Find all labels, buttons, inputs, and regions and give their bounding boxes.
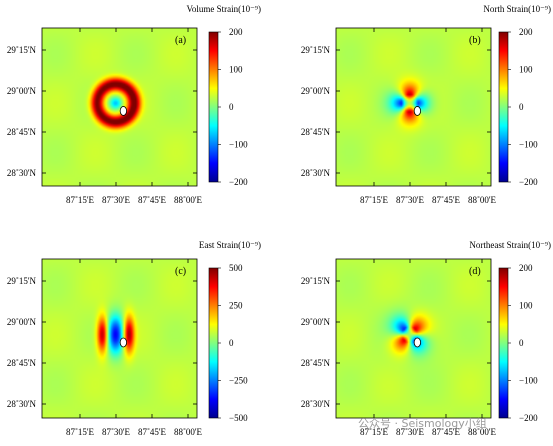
epicenter-marker [413, 337, 421, 348]
strain-panel-north: North Strain(10⁻⁹) (b) 29˚15'N 29˚00'N 28˚45… [301, 4, 551, 205]
colorbar-tick-label: 0 [519, 338, 524, 348]
x-tick-label: 87˚15'E [66, 427, 95, 437]
panel-title: Volume Strain(10⁻⁹) [187, 4, 261, 14]
strain-panel-volume: Volume Strain(10⁻⁹) (a) 29˚15'N 29˚00'N 28˚4… [7, 4, 261, 205]
x-tick-label: 88˚00'E [174, 427, 203, 437]
x-tick-label: 87˚45'E [432, 427, 461, 437]
map-frame [335, 27, 492, 187]
strain-panel-northeast: Northeast Strain(10⁻⁹) (d) 29˚15'N 29˚00'N 2… [301, 240, 551, 437]
y-tick-label: 28˚30'N [301, 399, 331, 409]
colorbar-tick-label: −200 [519, 413, 538, 423]
colorbar-tick-label: −250 [229, 376, 248, 386]
y-tick-label: 28˚45'N [7, 358, 37, 368]
panel-title: East Strain(10⁻⁹) [199, 240, 261, 250]
panel-label: (b) [469, 35, 481, 46]
x-tick-label: 88˚00'E [174, 195, 203, 205]
epicenter-marker [119, 106, 127, 116]
x-tick-label: 88˚00'E [468, 427, 497, 437]
colorbar-tick-label: 200 [519, 263, 533, 273]
colorbar-tick-label: −100 [519, 140, 538, 150]
map-frame [335, 258, 492, 419]
x-tick-label: 87˚15'E [360, 427, 389, 437]
y-tick-label: 28˚30'N [301, 168, 331, 178]
colorbar [208, 267, 219, 419]
y-tick-label: 28˚45'N [301, 358, 331, 368]
heatmap-volume [42, 28, 197, 186]
y-tick-label: 28˚30'N [7, 168, 37, 178]
watermark: 公众号 · Seismology小组 [358, 416, 487, 430]
y-tick-label: 28˚45'N [7, 127, 37, 137]
x-tick-label: 88˚00'E [468, 195, 497, 205]
colorbar [498, 31, 509, 183]
x-tick-label: 87˚45'E [138, 195, 167, 205]
y-tick-label: 29˚00'N [301, 86, 331, 96]
map-frame [41, 27, 198, 187]
panel-label: (a) [175, 35, 186, 46]
strain-panel-east: East Strain(10⁻⁹) (c) 29˚15'N 29˚00'N 28˚45'… [7, 240, 261, 437]
x-tick-label: 87˚30'E [396, 427, 425, 437]
y-tick-label: 29˚00'N [7, 317, 37, 327]
colorbar-tick-label: 500 [229, 263, 243, 273]
colorbar-tick-label: −100 [229, 140, 248, 150]
x-tick-label: 87˚45'E [138, 427, 167, 437]
epicenter-marker [413, 106, 421, 116]
colorbar-tick-label: 200 [519, 27, 533, 37]
y-tick-label: 29˚15'N [7, 276, 37, 286]
heatmap-northeast [336, 259, 491, 418]
colorbar-tick-label: 0 [519, 102, 524, 112]
colorbar-tick-label: −200 [519, 177, 538, 187]
colorbar-tick-label: 0 [229, 338, 234, 348]
x-tick-label: 87˚45'E [432, 195, 461, 205]
colorbar-tick-label: −200 [229, 177, 248, 187]
epicenter-marker [119, 337, 127, 348]
colorbar-tick-label: 100 [229, 65, 243, 75]
x-tick-label: 87˚15'E [66, 195, 95, 205]
colorbar [498, 267, 509, 419]
y-tick-label: 29˚00'N [7, 86, 37, 96]
y-tick-label: 28˚45'N [301, 127, 331, 137]
colorbar-tick-label: 250 [229, 301, 243, 311]
y-tick-label: 29˚15'N [301, 276, 331, 286]
heatmap-north [336, 28, 491, 186]
x-tick-label: 87˚30'E [102, 427, 131, 437]
y-tick-label: 28˚30'N [7, 399, 37, 409]
y-tick-label: 29˚15'N [7, 45, 37, 55]
colorbar-tick-label: 0 [229, 102, 234, 112]
y-tick-label: 29˚00'N [301, 317, 331, 327]
x-tick-label: 87˚30'E [102, 195, 131, 205]
colorbar-tick-label: −100 [519, 376, 538, 386]
colorbar [208, 31, 219, 183]
colorbar-tick-label: −500 [229, 413, 248, 423]
panel-title: Northeast Strain(10⁻⁹) [469, 240, 551, 250]
panel-label: (c) [175, 266, 186, 277]
colorbar-tick-label: 100 [519, 301, 533, 311]
x-tick-label: 87˚30'E [396, 195, 425, 205]
panel-label: (d) [469, 266, 481, 277]
colorbar-tick-label: 100 [519, 65, 533, 75]
panel-title: North Strain(10⁻⁹) [483, 4, 551, 14]
y-tick-label: 29˚15'N [301, 45, 331, 55]
colorbar-tick-label: 200 [229, 27, 243, 37]
heatmap-east [42, 259, 197, 418]
map-frame [41, 258, 198, 419]
x-tick-label: 87˚15'E [360, 195, 389, 205]
